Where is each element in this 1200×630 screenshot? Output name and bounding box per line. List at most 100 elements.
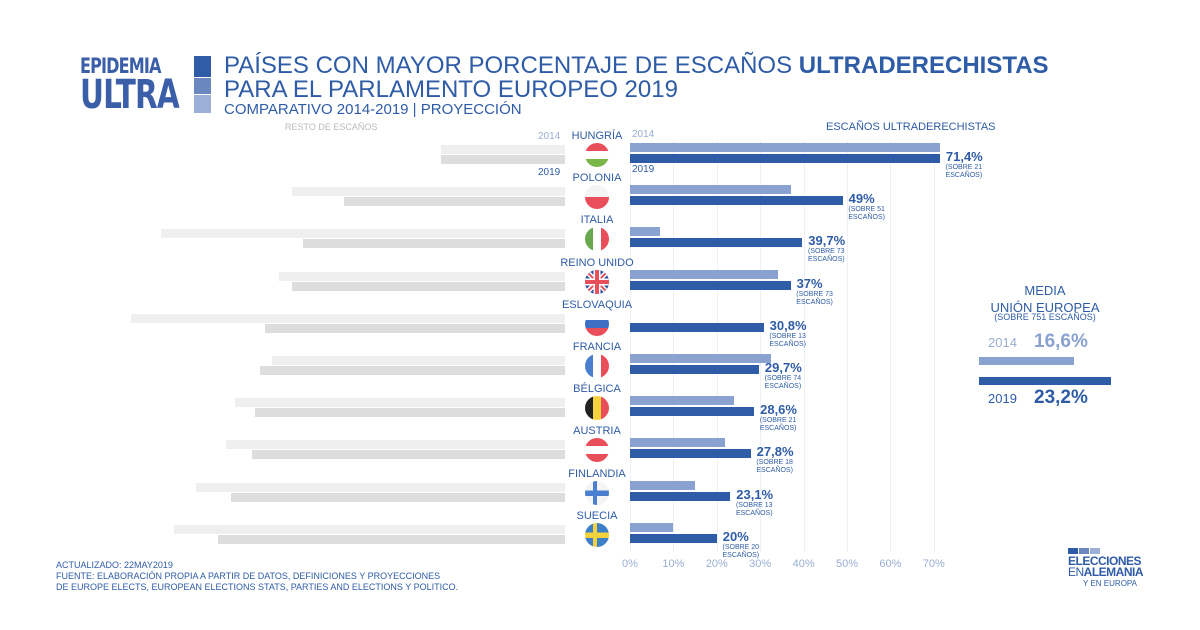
rest-bar-2014 bbox=[131, 313, 565, 323]
x-tick-label: 70% bbox=[922, 558, 945, 570]
rest-bar-2014 bbox=[196, 482, 565, 492]
logo-epidemia-ultra: EPIDEMIA ULTRA bbox=[80, 56, 201, 118]
flag-austria-icon bbox=[585, 438, 609, 463]
seat-note: (SOBRE 73 ESCAÑOS) bbox=[796, 290, 833, 306]
brand-line3: Y EN EUROPA bbox=[1083, 579, 1137, 588]
bar-2019 bbox=[630, 491, 731, 501]
bar-2014 bbox=[630, 227, 661, 237]
rest-bar-2014 bbox=[226, 440, 565, 450]
rest-bar-2014 bbox=[291, 187, 565, 197]
country-label: REINO UNIDO bbox=[560, 256, 634, 269]
year-label-2014-left: 2014 bbox=[538, 131, 561, 142]
bar-2014 bbox=[630, 438, 726, 448]
title-marker-mid bbox=[194, 78, 211, 94]
bar-2019 bbox=[630, 449, 751, 459]
logo-line2: ULTRA bbox=[80, 72, 180, 118]
bar-2019 bbox=[630, 365, 759, 374]
title-line2: PARA EL PARLAMENTO EUROPEO 2019 bbox=[224, 76, 678, 103]
country-label: SUECIA bbox=[576, 509, 618, 522]
rest-bar-2014 bbox=[174, 524, 565, 534]
bar-2019 bbox=[630, 238, 803, 248]
flag-poland-icon bbox=[585, 185, 609, 210]
x-tick-label: 0% bbox=[622, 558, 638, 570]
seat-note: (SOBRE 13 ESCAÑOS) bbox=[735, 501, 773, 517]
seat-note: (SOBRE 18 ESCAÑOS) bbox=[756, 459, 793, 475]
eu-average-note: (SOBRE 751 ESCAÑOS) bbox=[994, 312, 1096, 322]
title-regular: PAÍSES CON MAYOR PORCENTAJE DE ESCAÑOS bbox=[224, 52, 799, 79]
flag-sweden-icon bbox=[585, 522, 609, 547]
brand-line2b: ALEMANIA bbox=[1083, 565, 1144, 579]
value-label: 29,7% bbox=[764, 360, 802, 375]
flag-uk-icon bbox=[585, 269, 609, 294]
year-label-2019-left: 2019 bbox=[538, 167, 561, 178]
year-label-2014-right: 2014 bbox=[632, 129, 655, 140]
ultra-seats-label: ESCAÑOS ULTRADERECHISTAS bbox=[826, 121, 996, 133]
rest-bar-2014 bbox=[440, 145, 565, 154]
value-label: 71,4% bbox=[945, 149, 983, 164]
x-tick-label: 50% bbox=[835, 558, 859, 570]
eu-value-2014: 16,6% bbox=[1034, 331, 1088, 352]
eu-year-2014: 2014 bbox=[988, 335, 1017, 350]
eu-bar-2019 bbox=[979, 377, 1112, 385]
rest-bar-2019 bbox=[291, 281, 565, 291]
country-label: FINLANDIA bbox=[568, 467, 626, 480]
bar-2014 bbox=[630, 396, 735, 406]
seat-note: (SOBRE 21 ESCAÑOS) bbox=[945, 164, 983, 179]
rest-bar-2019 bbox=[251, 450, 565, 460]
eu-value-2019: 23,2% bbox=[1034, 387, 1088, 408]
bar-2019 bbox=[630, 154, 940, 163]
bar-2014 bbox=[630, 185, 791, 195]
eu-title-line1: MEDIA bbox=[1024, 283, 1066, 298]
country-label: AUSTRIA bbox=[573, 425, 621, 438]
year-label-2019-right: 2019 bbox=[632, 164, 655, 175]
rest-bar-2019 bbox=[255, 408, 565, 418]
brand-line2a: EN bbox=[1068, 565, 1084, 579]
rest-bar-2014 bbox=[235, 398, 565, 408]
title-bold: ULTRADERECHISTAS bbox=[798, 52, 1049, 79]
grid-line bbox=[847, 140, 848, 552]
brand-line1: ELECCIONES bbox=[1068, 554, 1142, 568]
seat-note: (SOBRE 74 ESCAÑOS) bbox=[764, 375, 802, 390]
footer-source: ACTUALIZADO: 22MAY2019 FUENTE: ELABORACI… bbox=[56, 560, 458, 593]
bar-2019 bbox=[630, 280, 791, 290]
country-label: POLONIA bbox=[572, 172, 622, 185]
eu-bar-2014 bbox=[979, 357, 1074, 365]
value-label: 49% bbox=[848, 191, 875, 207]
flag-hungary-icon bbox=[585, 143, 609, 167]
brand-squares-icon bbox=[1068, 548, 1143, 554]
eu-title-line2: UNIÓN EUROPEA bbox=[990, 300, 1100, 315]
x-tick-label: 30% bbox=[749, 558, 772, 570]
rest-bar-2019 bbox=[264, 323, 565, 333]
grid-line bbox=[933, 140, 935, 552]
seat-note: (SOBRE 73 ESCAÑOS) bbox=[808, 248, 845, 264]
eu-year-2019: 2019 bbox=[988, 391, 1017, 406]
flag-italy-icon bbox=[585, 227, 609, 252]
footer-updated: ACTUALIZADO: 22MAY2019 bbox=[56, 560, 173, 570]
eu-average-title: MEDIA UNIÓN EUROPEA bbox=[975, 282, 1115, 316]
grid-line bbox=[890, 140, 892, 552]
bar-2014 bbox=[630, 143, 940, 152]
brand-logo: ELECCIONES ENALEMANIA Y EN EUROPA bbox=[1068, 548, 1144, 589]
x-tick-label: 10% bbox=[662, 558, 685, 570]
bar-2019 bbox=[630, 196, 843, 206]
country-label: FRANCIA bbox=[572, 341, 622, 353]
flag-finland-icon bbox=[585, 480, 609, 505]
grid-line bbox=[673, 140, 675, 552]
rest-bar-2014 bbox=[278, 271, 565, 281]
country-label: ITALIA bbox=[580, 214, 614, 227]
x-tick-label: 40% bbox=[792, 558, 815, 570]
bar-2014 bbox=[630, 480, 696, 490]
bar-2019 bbox=[630, 533, 717, 543]
grid-line bbox=[760, 140, 762, 552]
bar-2014 bbox=[630, 269, 778, 279]
seat-note: (SOBRE 20 ESCAÑOS) bbox=[722, 543, 760, 559]
x-tick-label: 20% bbox=[705, 558, 728, 570]
footer-source-line1: FUENTE: ELABORACIÓN PROPIA A PARTIR DE D… bbox=[56, 571, 441, 581]
value-label: 20% bbox=[722, 528, 749, 544]
value-label: 39,7% bbox=[808, 233, 846, 249]
rest-bar-2019 bbox=[217, 534, 565, 544]
country-label: BÉLGICA bbox=[573, 383, 621, 396]
value-label: 30,8% bbox=[769, 317, 807, 333]
rest-bar-2019 bbox=[303, 239, 565, 249]
bar-2019 bbox=[630, 407, 755, 417]
